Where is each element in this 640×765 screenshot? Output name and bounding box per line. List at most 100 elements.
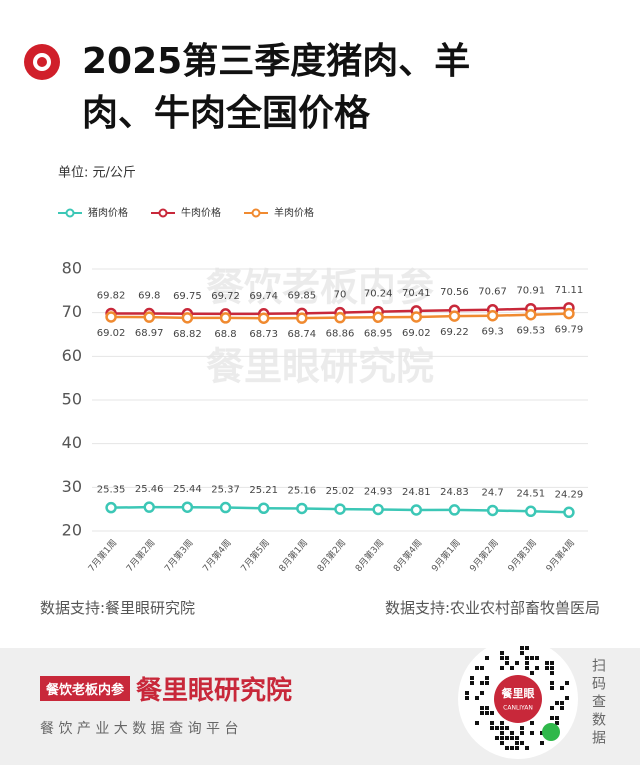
data-label: 69.79 — [555, 325, 584, 336]
data-label: 69.74 — [249, 291, 278, 302]
qr-dot — [470, 676, 474, 680]
x-tick-label: 7月第5周 — [238, 537, 272, 574]
data-label: 68.82 — [173, 329, 202, 340]
data-point — [448, 310, 461, 322]
qr-dot — [520, 651, 524, 655]
qr-dot — [550, 686, 554, 690]
qr-dot — [520, 726, 524, 730]
data-label: 69.75 — [173, 291, 202, 302]
qr-dot — [530, 671, 534, 675]
qr-dot — [485, 681, 489, 685]
qr-dot — [500, 656, 504, 660]
qr-dot — [550, 661, 554, 665]
y-tick-label: 40 — [62, 433, 82, 452]
title-icon — [24, 44, 60, 80]
footer: 餐饮老板内参 餐里眼研究院 餐 饮 产 业 大 数 据 查 询 平 台 餐里眼 … — [0, 639, 640, 765]
data-label: 69.53 — [516, 326, 545, 337]
data-point — [257, 312, 270, 324]
qr-dot — [505, 661, 509, 665]
data-point — [372, 311, 384, 324]
x-tick-label: 9月第1周 — [429, 537, 463, 574]
y-tick-label: 20 — [62, 521, 82, 540]
data-point — [372, 503, 384, 516]
qr-dot — [520, 741, 524, 745]
data-label: 25.16 — [288, 485, 317, 496]
qr-dot — [505, 726, 509, 730]
data-point — [181, 501, 194, 513]
data-label: 25.37 — [211, 485, 240, 496]
watermark: 餐里眼研究院 — [206, 345, 434, 389]
data-label: 69.85 — [288, 290, 317, 301]
data-point — [143, 311, 155, 323]
data-label: 69.3 — [481, 327, 503, 338]
qr-dot — [485, 706, 489, 710]
data-label: 71.11 — [555, 285, 584, 296]
qr-dot — [525, 661, 529, 665]
qr-dot — [540, 731, 544, 735]
legend-marker — [65, 208, 75, 218]
qr-dot — [525, 746, 529, 750]
x-tick-label: 9月第3周 — [505, 537, 539, 574]
data-label: 69.72 — [211, 291, 240, 302]
x-tick-label: 9月第2周 — [467, 537, 501, 574]
qr-dot — [530, 721, 534, 725]
data-point — [563, 307, 575, 320]
qr-dot — [535, 666, 539, 670]
qr-dot — [510, 731, 514, 735]
qr-dot — [505, 746, 509, 750]
qr-dot — [555, 721, 559, 725]
data-label: 24.81 — [402, 487, 431, 498]
data-point — [105, 501, 117, 514]
qr-dot — [480, 691, 484, 695]
data-point — [296, 312, 308, 324]
qr-dot — [505, 656, 509, 660]
data-point — [334, 503, 346, 515]
qr-dot — [560, 686, 564, 690]
source: 数据支持:餐里眼研究院 — [40, 599, 196, 617]
qr-dot — [560, 706, 564, 710]
qr-dot — [515, 741, 519, 745]
qr-dot — [525, 646, 529, 650]
data-label: 69.02 — [97, 328, 126, 339]
qr-dot — [540, 741, 544, 745]
qr-dot — [560, 701, 564, 705]
data-point — [486, 504, 499, 517]
qr-dot — [490, 711, 494, 715]
qr-dot — [525, 656, 529, 660]
qr-dot — [545, 666, 549, 670]
qr-dot — [550, 681, 554, 685]
qr-dot — [550, 666, 554, 670]
data-point — [181, 312, 194, 324]
qr-dot — [475, 666, 479, 670]
x-tick-label: 7月第4周 — [200, 537, 234, 574]
qr-code: 餐里眼 CANLIYAN — [458, 639, 578, 759]
data-point — [563, 506, 575, 519]
qr-dot — [565, 696, 569, 700]
legend-label: 羊肉价格 — [274, 206, 314, 219]
data-label: 70.67 — [478, 287, 507, 298]
x-tick-label: 8月第2周 — [314, 537, 348, 574]
data-label: 70.41 — [402, 288, 431, 299]
qr-dot — [495, 726, 499, 730]
data-point — [525, 308, 537, 321]
slogan: 餐 饮 产 业 大 数 据 查 询 平 台 — [40, 721, 239, 737]
qr-dot — [500, 731, 504, 735]
data-label: 70.56 — [440, 287, 469, 298]
y-tick-label: 60 — [62, 346, 82, 365]
data-label: 25.46 — [135, 484, 164, 495]
data-point — [410, 504, 423, 516]
qr-dot — [485, 656, 489, 660]
data-label: 24.83 — [440, 487, 469, 498]
data-point — [143, 501, 155, 513]
qr-dot — [530, 656, 534, 660]
qr-dot — [515, 736, 519, 740]
qr-dot — [530, 731, 534, 735]
data-label: 68.97 — [135, 328, 164, 339]
data-label: 69.02 — [402, 328, 431, 339]
qr-dot — [550, 671, 554, 675]
qr-dot — [500, 651, 504, 655]
data-label: 24.51 — [516, 488, 545, 499]
qr-dot — [490, 726, 494, 730]
x-tick-label: 8月第1周 — [276, 537, 310, 574]
